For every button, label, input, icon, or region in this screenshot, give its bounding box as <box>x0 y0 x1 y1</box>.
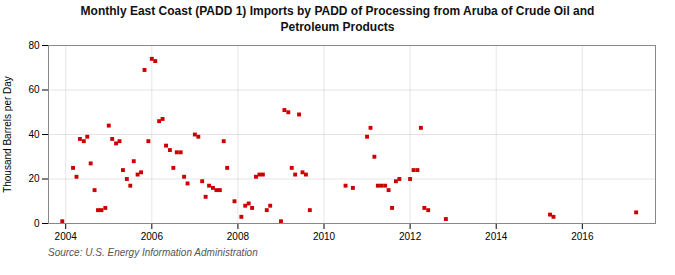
svg-text:2010: 2010 <box>313 231 336 242</box>
svg-text:2014: 2014 <box>485 231 508 242</box>
svg-text:40: 40 <box>28 129 40 140</box>
svg-text:80: 80 <box>28 40 40 51</box>
svg-text:60: 60 <box>28 84 40 95</box>
svg-text:2016: 2016 <box>571 231 594 242</box>
html-text:Monthly East Coast (PADD 1) Im: Monthly East Coast (PADD 1) Imports by P… <box>80 4 595 34</box>
svg-text:Thousand Barrels per Day: Thousand Barrels per Day <box>2 76 13 193</box>
svg-text:2004: 2004 <box>55 231 78 242</box>
svg-text:2008: 2008 <box>227 231 250 242</box>
svg-text:20: 20 <box>28 173 40 184</box>
svg-text:0: 0 <box>34 218 40 229</box>
html-text:Source: U.S. Energy Informatio: Source: U.S. Energy Information Administ… <box>48 247 258 259</box>
svg-text:2006: 2006 <box>141 231 164 242</box>
svg-text:2012: 2012 <box>399 231 422 242</box>
